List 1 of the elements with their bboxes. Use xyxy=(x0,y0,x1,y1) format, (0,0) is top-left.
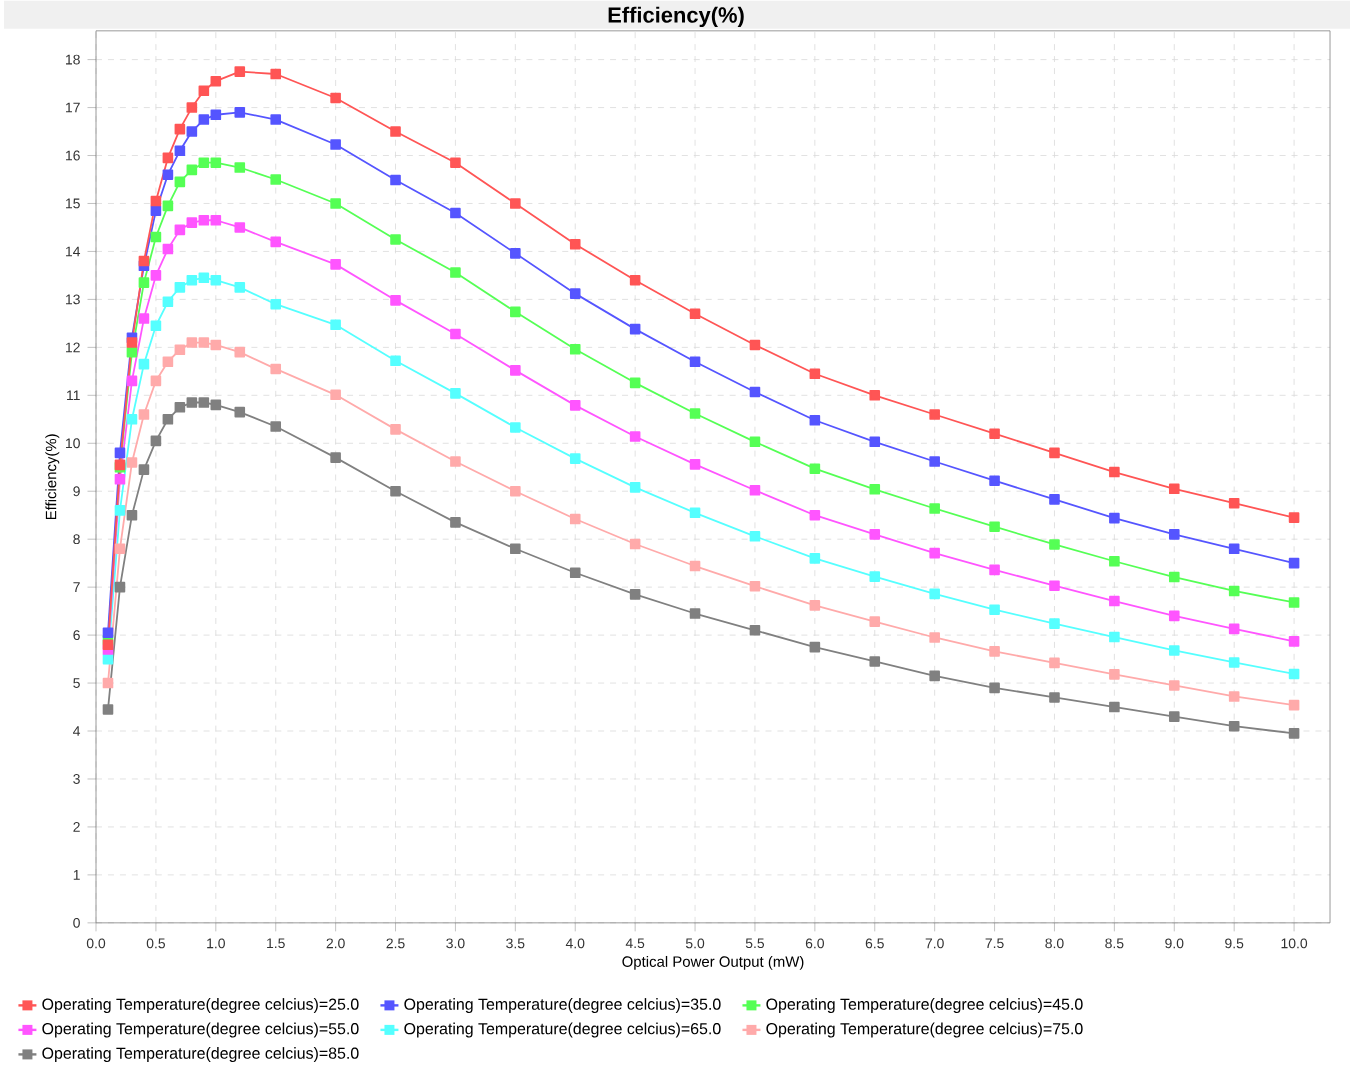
chart-title: Efficiency(%) xyxy=(608,6,744,27)
